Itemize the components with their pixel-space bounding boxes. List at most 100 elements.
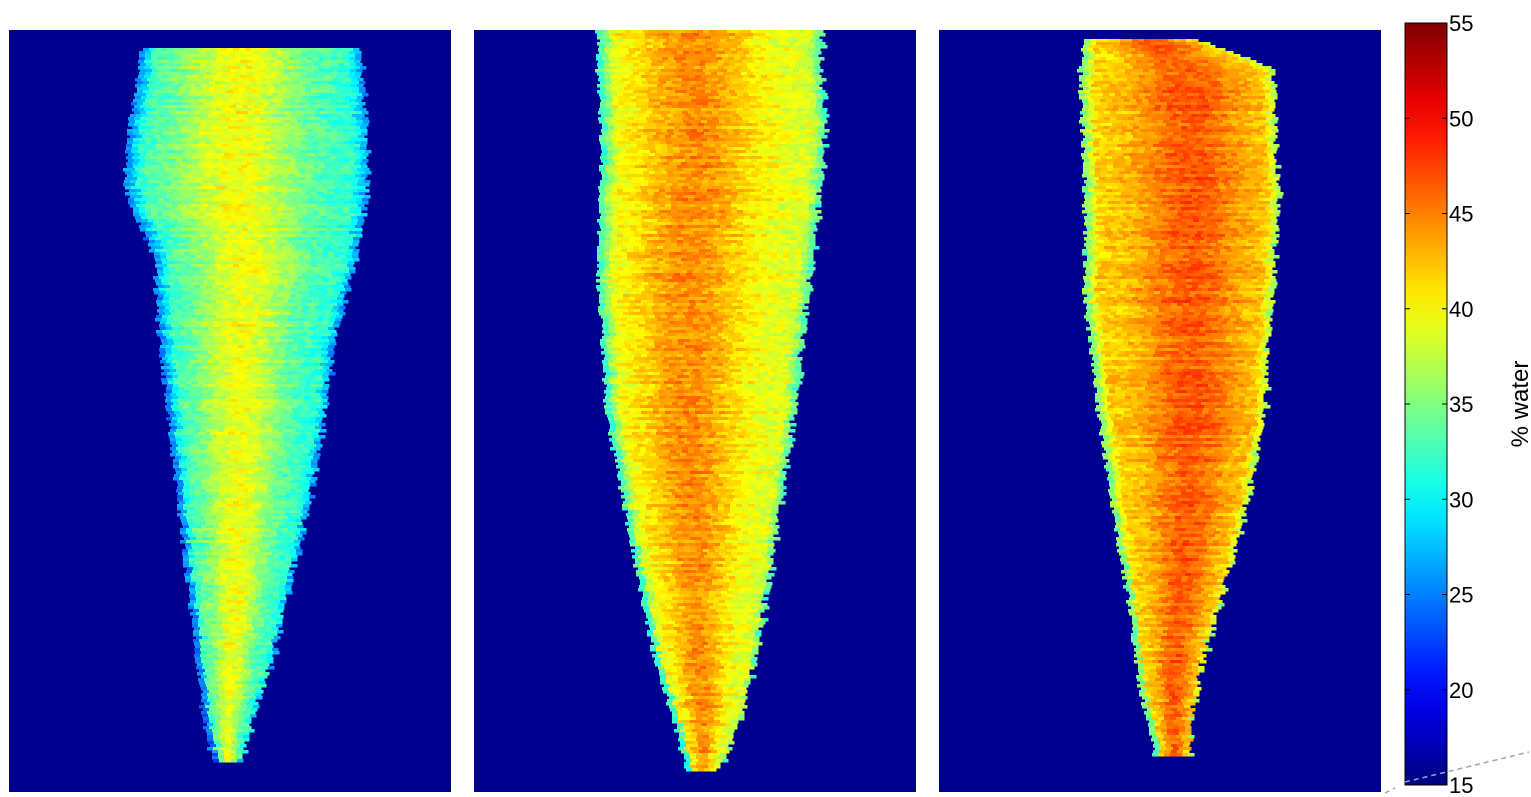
- heatmap-cell: [249, 312, 256, 316]
- heatmap-cell: [177, 348, 184, 352]
- heatmap-cell: [305, 372, 312, 376]
- heatmap-cell: [229, 456, 236, 460]
- heatmap-cell: [183, 480, 190, 484]
- heatmap-cell: [203, 171, 210, 175]
- heatmap-cell: [293, 171, 300, 175]
- heatmap-cell: [284, 429, 291, 433]
- heatmap-cell: [248, 489, 255, 493]
- heatmap-cell: [245, 237, 252, 241]
- heatmap-cell: [181, 231, 188, 235]
- heatmap-cell: [182, 414, 189, 418]
- heatmap-cell: [303, 504, 310, 508]
- heatmap-cell: [242, 285, 249, 289]
- heatmap-cell: [266, 429, 273, 433]
- heatmap-cell: [136, 180, 143, 184]
- heatmap-cell: [195, 507, 202, 511]
- heatmap-cell: [336, 300, 343, 304]
- heatmap-cell: [200, 117, 207, 121]
- heatmap-cell: [266, 111, 273, 115]
- heatmap-cell: [259, 141, 266, 145]
- heatmap-cell: [242, 438, 249, 442]
- heatmap-cell: [330, 261, 337, 265]
- heatmap-cell: [217, 138, 224, 142]
- heatmap-cell: [152, 123, 159, 127]
- heatmap-cell: [294, 66, 301, 70]
- heatmap-cell: [233, 192, 240, 196]
- heatmap-cell: [160, 204, 167, 208]
- heatmap-cell: [336, 156, 343, 160]
- heatmap-cell: [237, 216, 244, 220]
- heatmap-cell: [308, 93, 315, 97]
- heatmap-cell: [284, 234, 291, 238]
- heatmap-cell: [238, 396, 245, 400]
- heatmap-cell: [259, 423, 266, 427]
- heatmap-cell: [205, 99, 212, 103]
- heatmap-cell: [300, 126, 307, 130]
- heatmap-cell: [161, 192, 168, 196]
- heatmap-cell: [251, 81, 258, 85]
- heatmap-cell: [172, 180, 179, 184]
- heatmap-cell: [337, 51, 344, 55]
- heatmap-cell: [296, 453, 303, 457]
- heatmap-cell: [241, 99, 248, 103]
- heatmap-cell: [266, 234, 273, 238]
- heatmap-cell: [306, 126, 313, 130]
- heatmap-cell: [316, 351, 323, 355]
- heatmap-cell: [128, 117, 135, 121]
- heatmap-cell: [309, 222, 316, 226]
- heatmap-cell: [311, 459, 318, 463]
- heatmap-cell: [359, 81, 366, 85]
- heatmap-cell: [146, 234, 153, 238]
- heatmap-cell: [167, 90, 174, 94]
- heatmap-cell: [288, 342, 295, 346]
- heatmap-cell: [275, 339, 282, 343]
- heatmap-cell: [254, 93, 261, 97]
- heatmap-cell: [199, 270, 206, 274]
- heatmap-cell: [334, 195, 341, 199]
- heatmap-cell: [279, 78, 286, 82]
- heatmap-cell: [285, 324, 292, 328]
- heatmap-cell: [351, 183, 358, 187]
- heatmap-cell: [204, 162, 211, 166]
- heatmap-cell: [169, 267, 176, 271]
- heatmap-cell: [247, 51, 254, 55]
- heatmap-cell: [320, 393, 327, 397]
- heatmap-cell: [199, 213, 206, 217]
- heatmap-cell: [167, 102, 174, 106]
- heatmap-cell: [175, 225, 182, 229]
- heatmap-cell: [185, 318, 192, 322]
- heatmap-cell: [195, 498, 202, 502]
- heatmap-cell: [225, 399, 232, 403]
- heatmap-cell: [175, 309, 182, 313]
- heatmap-cell: [216, 66, 223, 70]
- heatmap-cell: [311, 249, 318, 253]
- heatmap-cell: [294, 156, 301, 160]
- heatmap-cell: [193, 129, 200, 133]
- heatmap-cell: [291, 222, 298, 226]
- heatmap-cell: [157, 225, 164, 229]
- heatmap-cell: [282, 342, 289, 346]
- heatmap-cell: [317, 177, 324, 181]
- heatmap-cell: [273, 324, 280, 328]
- heatmap-cell: [305, 177, 312, 181]
- heatmap-cell: [331, 297, 338, 301]
- heatmap-cell: [161, 249, 168, 253]
- heatmap-cell: [257, 240, 264, 244]
- heatmap-cell: [185, 150, 192, 154]
- heatmap-cell: [231, 84, 238, 88]
- heatmap-cell: [234, 156, 241, 160]
- heatmap-cell: [232, 255, 239, 259]
- heatmap-cell: [230, 369, 237, 373]
- heatmap-cell: [236, 111, 243, 115]
- heatmap-cell: [208, 390, 215, 394]
- heatmap-cell: [328, 135, 335, 139]
- heatmap-cell: [301, 297, 308, 301]
- heatmap-cell: [165, 222, 172, 226]
- heatmap-cell: [330, 60, 337, 64]
- heatmap-cell: [201, 168, 208, 172]
- heatmap-cell: [159, 96, 166, 100]
- heatmap-cell: [323, 366, 330, 370]
- heatmap-cell: [223, 207, 230, 211]
- heatmap-cell: [199, 57, 206, 61]
- heatmap-cell: [191, 366, 198, 370]
